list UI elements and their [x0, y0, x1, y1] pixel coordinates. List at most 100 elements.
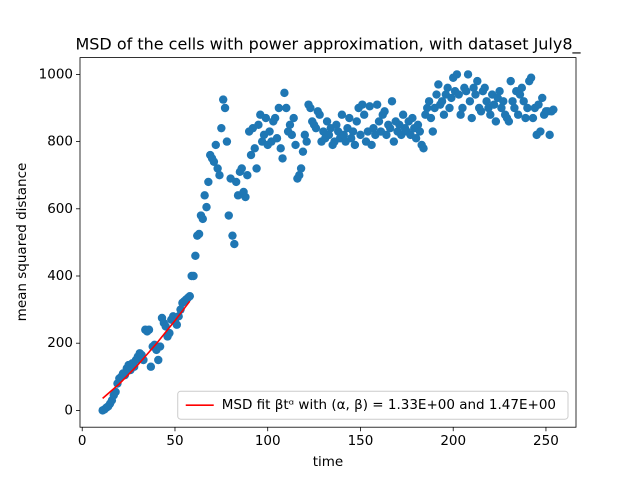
scatter-point [528, 113, 538, 123]
scatter-point [222, 137, 232, 146]
scatter-point [413, 120, 423, 129]
scatter-point [454, 90, 463, 99]
scatter-point [306, 103, 315, 113]
scatter-point [495, 87, 504, 96]
scatter-point [447, 93, 456, 103]
scatter-point [523, 103, 532, 113]
scatter-point [224, 211, 233, 220]
scatter-point [295, 171, 304, 180]
scatter-point [250, 144, 259, 153]
scatter-point [348, 127, 358, 136]
scatter-point [285, 120, 295, 129]
y-axis-label: mean squared distance [14, 163, 30, 322]
scatter-point [521, 113, 530, 123]
scatter-point [231, 177, 241, 187]
y-tick-label: 1000 [39, 66, 73, 82]
scatter-point [191, 251, 200, 261]
x-tick-label: 200 [440, 433, 466, 449]
scatter-point [513, 110, 523, 119]
scatter-point [411, 134, 421, 143]
y-tick-label: 600 [47, 201, 73, 217]
scatter-point [129, 362, 139, 371]
scatter-point [120, 370, 130, 380]
scatter-point [491, 117, 501, 126]
scatter-point [432, 90, 441, 99]
y-tick-label: 800 [47, 134, 73, 150]
x-tick-label: 100 [255, 433, 281, 449]
scatter-point [534, 100, 543, 109]
scatter-point [423, 103, 432, 113]
scatter-point [452, 70, 462, 79]
scatter-point [298, 147, 308, 156]
scatter-point [536, 127, 545, 136]
scatter-point [382, 130, 391, 140]
scatter-point [385, 123, 395, 133]
scatter-point [287, 130, 297, 140]
scatter-point [172, 320, 182, 329]
scatter-point [270, 113, 280, 123]
scatter-point [497, 103, 506, 113]
scatter-point [315, 110, 324, 119]
scatter-point [545, 130, 554, 140]
scatter-point [217, 123, 226, 133]
scatter-point [282, 103, 291, 113]
fit-line [102, 300, 191, 400]
scatter-point [434, 80, 443, 89]
scatter-point [458, 103, 467, 113]
scatter-point [154, 355, 163, 365]
scatter-point [499, 97, 508, 106]
scatter-point [482, 97, 491, 106]
scatter-point [291, 140, 300, 150]
scatter-point [473, 76, 482, 86]
scatter-point [369, 123, 378, 133]
scatter-point [274, 103, 284, 113]
scatter-point [526, 73, 536, 82]
scatter-point [456, 110, 465, 119]
x-tick-label: 250 [533, 433, 559, 449]
scatter-point [359, 110, 369, 119]
scatter-point [337, 110, 347, 119]
scatter-point [185, 291, 195, 301]
scatter-point [272, 134, 282, 143]
scatter-point [476, 107, 486, 116]
scatter-point [506, 76, 515, 86]
scatter-point [352, 117, 361, 126]
scatter-point [367, 140, 376, 150]
scatter-point [280, 88, 289, 98]
scatter-point [467, 113, 476, 123]
scatter-point [204, 177, 213, 187]
scatter-point [278, 154, 287, 163]
scatter-point [389, 137, 399, 146]
y-tick-label: 400 [47, 268, 73, 284]
x-axis-label: time [313, 454, 344, 470]
scatter-point [465, 97, 475, 106]
scatter-point [200, 191, 209, 200]
scatter-point [517, 83, 527, 93]
scatter-point [463, 70, 473, 79]
scatter-point [230, 239, 239, 249]
scatter-point [276, 144, 285, 153]
scatter-point [345, 113, 354, 123]
scatter-point [489, 100, 499, 109]
scatter-point [300, 130, 310, 140]
y-tick-label: 200 [47, 335, 73, 351]
scatter-point [346, 134, 356, 143]
scatter-point [324, 130, 334, 140]
scatter-point [372, 100, 382, 109]
plot-frame [79, 57, 577, 428]
scatter-point [426, 113, 436, 123]
scatter-point [332, 120, 341, 129]
scatter-point [480, 83, 489, 93]
scatter-point [510, 103, 519, 113]
scatter-point [415, 127, 425, 136]
scatter-point [155, 342, 165, 351]
scatter-point [469, 83, 478, 93]
scatter-point [398, 110, 408, 119]
scatter-point [209, 157, 219, 166]
x-tick-label: 150 [348, 433, 374, 449]
scatter-point [189, 271, 198, 281]
scatter-point [374, 117, 384, 126]
scatter-point [241, 192, 250, 202]
scatter-point [265, 127, 274, 136]
